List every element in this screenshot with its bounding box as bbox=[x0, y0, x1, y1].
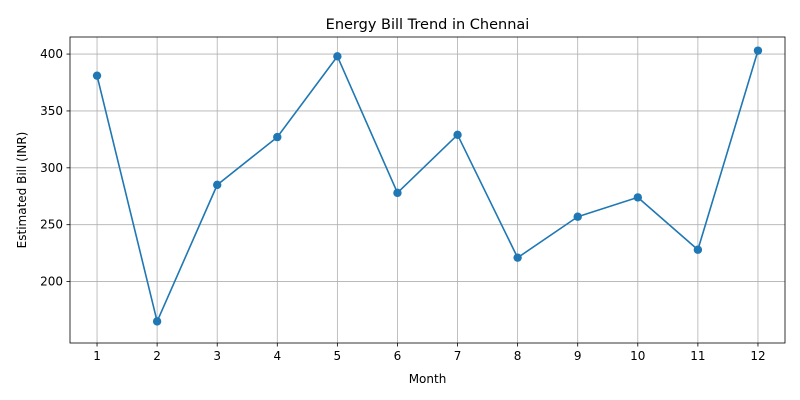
data-point bbox=[213, 180, 222, 190]
x-tick-label: 10 bbox=[630, 349, 645, 363]
x-tick-label: 6 bbox=[394, 349, 402, 363]
data-point bbox=[633, 193, 642, 202]
x-tick-label: 12 bbox=[750, 349, 765, 363]
x-tick-label: 2 bbox=[153, 349, 161, 363]
data-point bbox=[573, 212, 582, 221]
y-tick-label: 200 bbox=[40, 275, 63, 289]
y-tick-label: 400 bbox=[40, 47, 63, 61]
data-point bbox=[453, 130, 462, 140]
data-point bbox=[273, 132, 282, 142]
x-tick-label: 9 bbox=[574, 349, 582, 363]
x-axis-title: Month bbox=[409, 372, 447, 386]
y-axis-title: Estimated Bill (INR) bbox=[15, 132, 29, 249]
data-point bbox=[513, 253, 522, 262]
x-tick-label: 5 bbox=[334, 349, 342, 363]
x-tick-label: 7 bbox=[454, 349, 462, 363]
series-layer bbox=[92, 46, 763, 326]
data-point bbox=[92, 71, 102, 80]
chart-title: Energy Bill Trend in Chennai bbox=[326, 17, 530, 33]
y-tick-label: 350 bbox=[40, 104, 63, 118]
series-line bbox=[96, 50, 759, 323]
x-tick-label: 8 bbox=[514, 349, 522, 363]
x-tick-label: 11 bbox=[690, 349, 705, 363]
data-point bbox=[152, 317, 162, 326]
plot-frame bbox=[69, 36, 786, 344]
data-point bbox=[753, 46, 763, 55]
data-point bbox=[333, 52, 342, 61]
data-point bbox=[693, 245, 703, 254]
y-tick-label: 250 bbox=[40, 218, 63, 232]
grid bbox=[70, 37, 785, 343]
data-point bbox=[393, 188, 402, 198]
x-tick-label: 3 bbox=[213, 349, 221, 363]
x-tick-label: 4 bbox=[273, 349, 281, 363]
y-tick-label: 300 bbox=[40, 161, 63, 175]
x-tick-label: 1 bbox=[93, 349, 101, 363]
